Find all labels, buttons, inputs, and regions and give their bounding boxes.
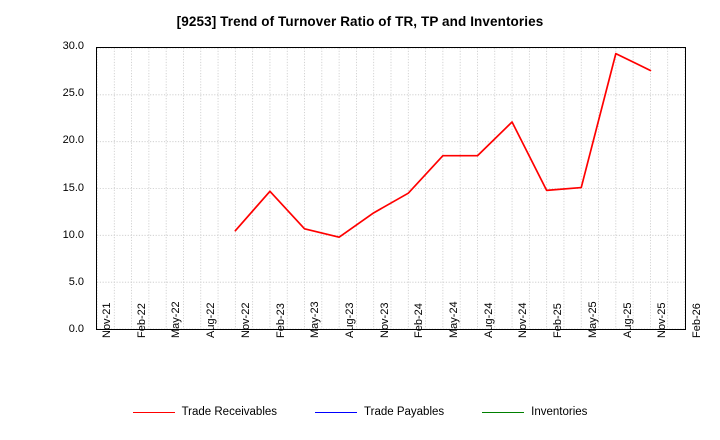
y-tick-label: 20.0 xyxy=(62,134,84,147)
chart-title: [9253] Trend of Turnover Ratio of TR, TP… xyxy=(176,14,544,29)
y-tick-label: 25.0 xyxy=(62,87,84,100)
legend-item[interactable]: Inventories xyxy=(482,406,587,418)
plot-area xyxy=(96,47,686,330)
legend-line-swatch xyxy=(482,411,525,413)
y-tick-label: 5.0 xyxy=(68,275,84,288)
x-tick-label: Aug-25 xyxy=(621,302,634,338)
x-tick-label: Nov-21 xyxy=(101,302,113,338)
x-tick-label: May-24 xyxy=(448,301,461,338)
y-tick-label: 0.0 xyxy=(68,323,84,335)
x-tick-label: Feb-22 xyxy=(135,303,148,338)
x-tick-label: Feb-23 xyxy=(274,303,287,338)
legend-item[interactable]: Trade Receivables xyxy=(132,406,315,418)
x-tick-label: May-23 xyxy=(309,301,322,338)
x-tick-label: Nov-25 xyxy=(656,302,669,338)
x-tick-label: Nov-23 xyxy=(378,302,391,338)
legend-label: Trade Receivables xyxy=(181,406,278,418)
x-tick-label: Feb-24 xyxy=(413,303,426,338)
x-tick-label: May-22 xyxy=(170,301,183,338)
legend-line-swatch xyxy=(315,411,358,413)
chart-legend: Trade Receivables Trade Payables Inventori… xyxy=(0,406,720,418)
x-tick-label: Nov-22 xyxy=(239,302,252,338)
x-tick-label: Aug-23 xyxy=(343,302,356,338)
x-tick-label: Aug-24 xyxy=(482,302,495,338)
legend-label: Inventories xyxy=(531,406,588,418)
x-tick-label: May-25 xyxy=(586,301,599,338)
x-tick-label: Nov-24 xyxy=(517,302,530,338)
legend-label: Trade Payables xyxy=(364,406,445,418)
x-tick-label: Feb-25 xyxy=(552,303,565,338)
y-tick-label: 30.0 xyxy=(62,40,84,52)
y-axis-tick-labels: 0.0 5.0 10.0 15.0 20.0 25.0 30.0 xyxy=(0,0,96,440)
legend-line-swatch xyxy=(132,411,175,413)
legend-item[interactable]: Trade Payables xyxy=(315,406,482,418)
chart-canvas xyxy=(97,48,685,329)
x-tick-label: Feb-26 xyxy=(691,303,703,338)
x-tick-label: Aug-22 xyxy=(205,302,218,338)
y-tick-label: 15.0 xyxy=(62,181,84,194)
y-tick-label: 10.0 xyxy=(62,228,84,241)
